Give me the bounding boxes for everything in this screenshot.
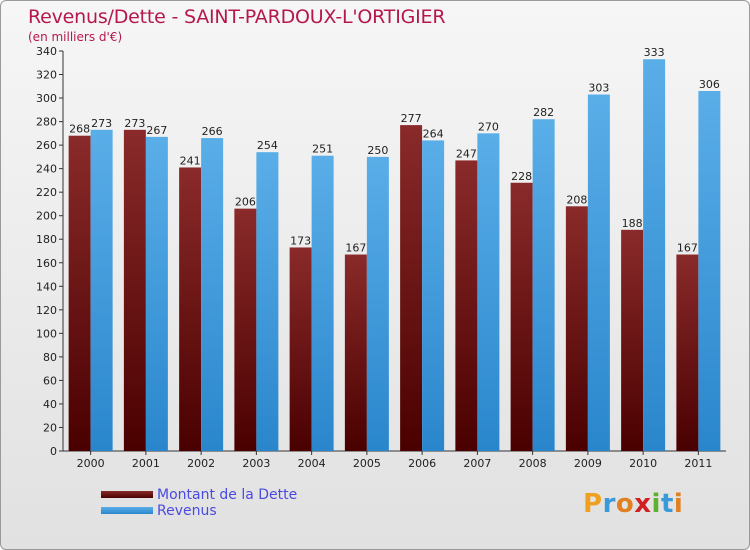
revenus-bar <box>145 136 168 451</box>
x-tick-label: 2009 <box>574 457 602 470</box>
data-label: 267 <box>146 124 167 137</box>
legend-label-revenus: Revenus <box>157 503 217 519</box>
logo-letter: t <box>660 489 674 519</box>
data-label: 206 <box>235 196 256 209</box>
axes: 0 20 40 60 80 100 120 140 160 180 200 220 240 260 280 3… <box>36 45 726 470</box>
y-tick-label: 160 <box>36 257 57 270</box>
data-label: 167 <box>677 242 698 255</box>
data-label: 282 <box>533 106 554 119</box>
legend-label-dette: Montant de la Dette <box>157 487 298 503</box>
y-tick-label: 0 <box>50 445 57 458</box>
revenus-bar <box>256 152 279 452</box>
y-tick-label: 80 <box>43 351 57 364</box>
y-tick-label: 20 <box>43 421 57 434</box>
x-tick-label: 2006 <box>408 457 436 470</box>
x-tick-label: 2000 <box>77 457 105 470</box>
logo-letter: x <box>634 489 652 519</box>
dette-bar <box>344 254 367 451</box>
bars <box>68 59 721 452</box>
dette-bar <box>621 229 644 451</box>
dette-bar <box>510 182 533 451</box>
revenus-bar <box>643 59 666 452</box>
data-label: 268 <box>69 123 90 136</box>
data-label: 173 <box>290 234 311 247</box>
revenus-bar <box>422 140 445 452</box>
logo-letter: P <box>583 489 603 519</box>
x-tick-label: 2004 <box>298 457 326 470</box>
chart-title: Revenus/Dette - SAINT-PARDOUX-L'ORTIGIER <box>28 6 446 28</box>
data-label: 333 <box>644 46 665 59</box>
x-tick-label: 2005 <box>353 457 381 470</box>
x-tick-label: 2008 <box>519 457 547 470</box>
data-label: 247 <box>456 147 477 160</box>
data-label: 188 <box>622 217 643 230</box>
y-tick-label: 260 <box>36 139 57 152</box>
x-tick-label: 2001 <box>132 457 160 470</box>
x-tick-label: 2002 <box>187 457 215 470</box>
data-label: 208 <box>566 193 587 206</box>
logo-letter: o <box>615 489 635 519</box>
data-label: 167 <box>345 242 366 255</box>
revenus-bar <box>477 133 500 451</box>
data-label: 241 <box>180 154 201 167</box>
chart-subtitle: (en milliers d'€) <box>28 30 123 44</box>
y-tick-label: 320 <box>36 69 57 82</box>
y-tick-label: 180 <box>36 233 57 246</box>
y-tick-label: 220 <box>36 186 57 199</box>
data-label: 228 <box>511 170 532 183</box>
dette-bar <box>565 206 588 451</box>
revenus-bar <box>532 119 555 451</box>
revenus-bar <box>201 138 224 451</box>
x-tick-label: 2007 <box>463 457 491 470</box>
data-label: 264 <box>423 127 444 140</box>
data-label: 273 <box>91 117 112 130</box>
y-tick-label: 340 <box>36 45 57 58</box>
data-label: 266 <box>202 125 223 138</box>
y-tick-label: 240 <box>36 163 57 176</box>
x-tick-label: 2003 <box>242 457 270 470</box>
y-tick-label: 140 <box>36 280 57 293</box>
dette-bar <box>676 254 699 451</box>
data-labels: 268 273 2732672412662062541732511672502772… <box>69 46 720 254</box>
legend-swatch-revenus <box>101 507 153 514</box>
dette-bar <box>455 160 478 452</box>
revenus-bar <box>366 156 389 451</box>
data-label: 254 <box>257 139 278 152</box>
data-label: 273 <box>124 117 145 130</box>
revenus-bar <box>698 91 721 451</box>
y-tick-label: 280 <box>36 116 57 129</box>
y-tick-label: 100 <box>36 327 57 340</box>
y-tick-label: 120 <box>36 304 57 317</box>
x-tick-label: 2011 <box>684 457 712 470</box>
logo-letter: r <box>602 489 616 519</box>
y-tick-label: 40 <box>43 398 57 411</box>
logo-letter: i <box>673 489 684 519</box>
y-tick-label: 200 <box>36 210 57 223</box>
y-tick-label: 60 <box>43 374 57 387</box>
dette-bar <box>123 129 146 451</box>
data-label: 250 <box>367 144 388 157</box>
y-tick-label: 300 <box>36 92 57 105</box>
data-label: 251 <box>312 143 333 156</box>
data-label: 277 <box>401 112 422 125</box>
x-tick-label: 2010 <box>629 457 657 470</box>
dette-bar <box>289 247 312 451</box>
proxiti-logo: Proxiti <box>583 489 683 519</box>
dette-bar <box>68 135 91 452</box>
data-label: 306 <box>699 78 720 91</box>
data-label: 303 <box>588 82 609 95</box>
data-label: 270 <box>478 120 499 133</box>
dette-bar <box>179 167 202 451</box>
dette-bar <box>234 208 257 451</box>
revenus-bar <box>311 155 334 452</box>
legend-swatch-dette <box>101 491 153 498</box>
logo-letter: i <box>651 489 661 519</box>
revenus-bar <box>587 94 610 451</box>
revenus-bar <box>90 129 113 451</box>
dette-bar <box>400 125 423 451</box>
